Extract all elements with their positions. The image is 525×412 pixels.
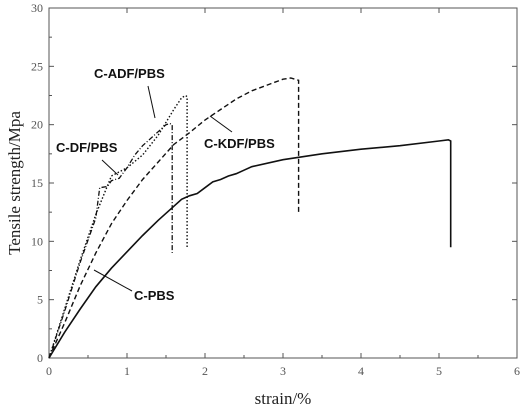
series-label: C-PBS	[134, 288, 175, 303]
series-leader-line	[101, 159, 119, 176]
y-tick-label: 30	[31, 1, 43, 15]
x-tick-label: 1	[124, 364, 130, 378]
series-line-c-kdf-pbs	[48, 77, 300, 359]
x-tick-label: 4	[358, 364, 364, 378]
series-leader-line	[209, 115, 233, 133]
x-tick-label: 2	[202, 364, 208, 378]
series-line-c-df-pbs	[48, 122, 173, 359]
plot-frame	[48, 7, 518, 359]
y-tick-label: 15	[31, 176, 43, 190]
series-label: C-ADF/PBS	[94, 66, 165, 81]
x-tick-label: 6	[514, 364, 520, 378]
series-line-c-adf-pbs	[48, 94, 188, 359]
series-leader-line	[147, 85, 156, 119]
axes: 0 1 2 3 4 5 6 0 5 10 15 20 25 30	[31, 1, 520, 378]
x-tick-label: 0	[46, 364, 52, 378]
series-layer	[48, 77, 452, 359]
x-tick-label: 5	[436, 364, 442, 378]
y-axis-title: Tensile strength/Mpa	[5, 111, 24, 255]
x-tick-label: 3	[280, 364, 286, 378]
y-tick-label: 25	[31, 59, 43, 73]
series-leader-line	[93, 269, 133, 292]
series-line-c-pbs	[48, 138, 452, 359]
x-axis-title: strain/%	[255, 389, 312, 408]
y-tick-label: 20	[31, 118, 43, 132]
y-tick-label: 0	[37, 351, 43, 365]
y-tick-label: 10	[31, 234, 43, 248]
label-layer: C-PBS C-DF/PBS C-ADF/PBS C-KDF/PBS	[56, 66, 275, 303]
series-label: C-KDF/PBS	[204, 136, 275, 151]
series-label: C-DF/PBS	[56, 140, 118, 155]
y-tick-label: 5	[37, 293, 43, 307]
